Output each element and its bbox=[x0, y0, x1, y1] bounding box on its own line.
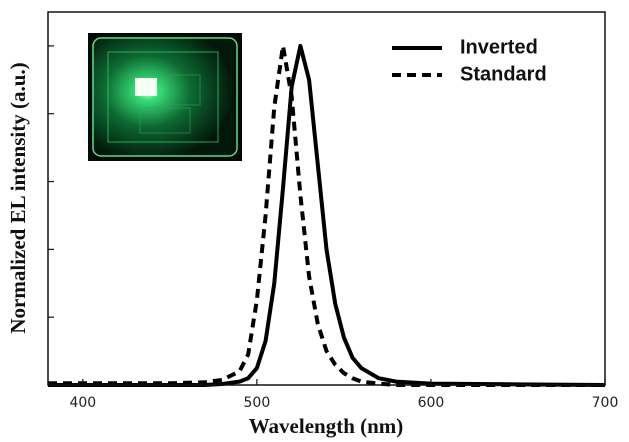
inset-photo bbox=[88, 33, 242, 161]
x-tick-label: 400 bbox=[69, 395, 96, 411]
x-axis-label: Wavelength (nm) bbox=[249, 414, 404, 438]
legend-label: Inverted bbox=[460, 36, 538, 58]
y-axis-label: Normalized EL intensity (a.u.) bbox=[6, 62, 30, 333]
x-tick-label: 600 bbox=[418, 395, 445, 411]
x-tick-label: 500 bbox=[244, 395, 271, 411]
plot-frame bbox=[47, 11, 606, 386]
legend-label: Standard bbox=[460, 63, 547, 85]
line-series bbox=[48, 43, 605, 387]
x-tick-label: 700 bbox=[592, 395, 619, 411]
line-series bbox=[48, 43, 606, 387]
